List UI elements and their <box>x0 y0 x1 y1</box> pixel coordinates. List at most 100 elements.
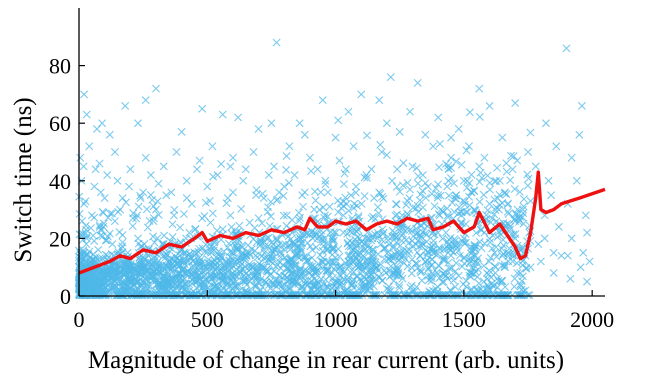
scatter-point <box>493 163 502 172</box>
scatter-point <box>146 190 155 199</box>
scatter-point <box>113 176 122 185</box>
scatter-point <box>110 148 119 156</box>
scatter-point <box>427 261 436 270</box>
scatter-point <box>400 291 409 300</box>
scatter-point <box>369 290 378 299</box>
scatter-point <box>347 247 356 256</box>
scatter-point <box>398 181 407 190</box>
scatter-point <box>199 284 207 293</box>
scatter-point <box>164 287 173 296</box>
scatter-point <box>259 194 268 203</box>
scatter-point <box>467 246 476 255</box>
scatter-point <box>435 163 444 172</box>
scatter-point <box>518 272 527 281</box>
scatter-point <box>476 168 485 177</box>
scatter-point <box>106 209 115 218</box>
scatter-point <box>503 248 512 257</box>
scatter-point <box>447 251 456 260</box>
scatter-point <box>459 253 468 262</box>
scatter-point <box>194 265 203 274</box>
scatter-point <box>506 176 515 185</box>
scatter-point <box>476 225 485 234</box>
scatter-point <box>465 142 473 151</box>
scatter-point <box>152 276 161 285</box>
scatter-point <box>101 291 110 300</box>
scatter-point <box>176 223 185 232</box>
scatter-point <box>231 260 240 269</box>
scatter-point <box>217 276 226 285</box>
scatter-point <box>351 188 360 197</box>
scatter-point <box>80 90 89 99</box>
scatter-point <box>407 226 416 235</box>
scatter-point <box>479 190 488 199</box>
scatter-point <box>353 272 362 281</box>
scatter-point <box>308 271 317 280</box>
scatter-point <box>516 268 525 277</box>
scatter-point <box>168 233 177 242</box>
scatter-point <box>144 269 153 278</box>
scatter-point <box>180 248 189 257</box>
scatter-point <box>141 96 150 105</box>
scatter-series <box>76 38 594 298</box>
scatter-point <box>247 291 256 300</box>
scatter-point <box>100 267 109 276</box>
scatter-point <box>311 196 320 205</box>
scatter-point <box>211 266 219 275</box>
scatter-point <box>462 146 471 155</box>
scatter-point <box>465 108 474 117</box>
scatter-point <box>272 234 281 243</box>
scatter-point <box>493 283 502 292</box>
scatter-point <box>243 288 252 297</box>
scatter-point <box>256 236 265 245</box>
scatter-point <box>427 288 436 297</box>
scatter-point <box>295 119 304 128</box>
scatter-point <box>362 173 371 182</box>
scatter-point <box>107 250 116 259</box>
scatter-point <box>421 193 430 202</box>
scatter-point <box>412 224 421 233</box>
scatter-point <box>171 252 180 261</box>
scatter-point <box>413 259 422 268</box>
scatter-point <box>108 271 117 280</box>
scatter-point <box>517 291 526 300</box>
scatter-point <box>475 112 484 121</box>
scatter-point <box>334 290 343 299</box>
scatter-point <box>378 276 387 285</box>
scatter-point <box>386 291 395 300</box>
scatter-point <box>431 248 440 257</box>
scatter-point <box>320 211 329 220</box>
mean-switch-time-line <box>78 170 606 275</box>
scatter-point <box>572 176 581 185</box>
scatter-point <box>318 96 327 105</box>
scatter-point <box>412 291 421 300</box>
scatter-point <box>218 110 227 119</box>
scatter-point <box>367 271 376 280</box>
scatter-point <box>281 240 290 249</box>
scatter-point <box>400 259 409 268</box>
scatter-point <box>454 124 463 133</box>
y-tick-label: 20 <box>49 226 71 251</box>
scatter-point <box>466 254 475 263</box>
scatter-point <box>278 240 287 249</box>
scatter-point <box>417 276 426 285</box>
scatter-point <box>547 191 556 200</box>
scatter-point <box>430 202 439 211</box>
scatter-point <box>110 217 119 226</box>
scatter-point <box>383 249 392 258</box>
scatter-point <box>190 248 199 257</box>
scatter-point <box>323 188 332 197</box>
scatter-point <box>272 291 281 300</box>
scatter-point <box>185 268 194 277</box>
scatter-point <box>507 151 516 160</box>
scatter-point <box>85 247 94 256</box>
scatter-point <box>452 243 461 252</box>
scatter-point <box>506 222 515 231</box>
scatter-point <box>406 185 414 194</box>
scatter-point <box>319 280 328 289</box>
scatter-point <box>414 172 423 181</box>
scatter-point <box>563 251 572 260</box>
scatter-point <box>313 234 322 243</box>
scatter-point <box>323 291 332 300</box>
scatter-point <box>216 257 225 266</box>
scatter-point <box>169 211 178 220</box>
